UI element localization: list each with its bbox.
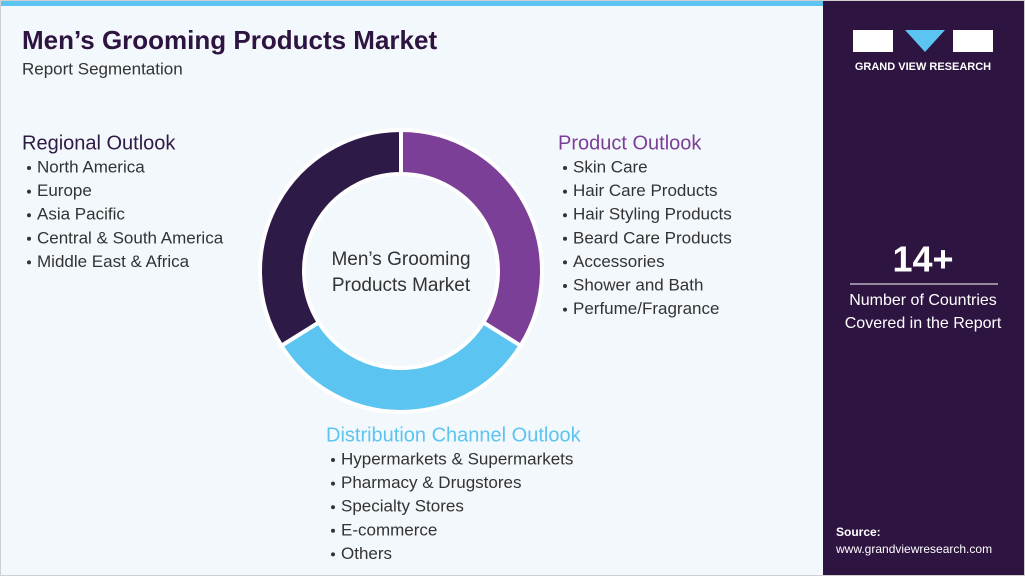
source-label: Source:: [836, 525, 881, 539]
logo-block: [853, 30, 893, 52]
segment-item: Skin Care: [573, 157, 648, 176]
segment-item: Shower and Bath: [573, 275, 703, 294]
center-label: Men’s Grooming: [331, 249, 470, 270]
title: Men’s Grooming Products Market: [22, 25, 437, 55]
donut-segment: [258, 127, 403, 349]
stat: 14+: [892, 239, 953, 280]
segment-item: E-commerce: [341, 520, 437, 539]
bullet: [563, 166, 567, 170]
segment-item: Europe: [37, 181, 92, 200]
bullet: [27, 236, 31, 241]
sidebar: [823, 0, 1025, 576]
bullet: [27, 213, 31, 218]
center-label: Products Market: [332, 275, 471, 296]
top-bar: [0, 0, 823, 6]
donut-segment: [278, 319, 524, 414]
segment-title: Distribution Channel Outlook: [326, 424, 582, 446]
donut-segment: [399, 127, 544, 349]
logo-mark: [905, 30, 945, 52]
segment-item: Others: [341, 544, 392, 563]
donut: [258, 127, 544, 414]
bullet: [563, 236, 567, 241]
logo: [853, 30, 993, 52]
segment-item: Accessories: [573, 252, 665, 271]
segment-item: Hypermarkets & Supermarkets: [341, 449, 573, 468]
bullet: [563, 189, 567, 194]
segment-title: Regional Outlook: [22, 132, 176, 154]
segment-item: Specialty Stores: [341, 497, 464, 516]
bullet: [331, 552, 335, 557]
segment-item: Pharmacy & Drugstores: [341, 473, 521, 492]
stat-label: Number of Countries: [849, 292, 997, 309]
bullet: [27, 260, 31, 265]
segment-item: Beard Care Products: [573, 228, 732, 247]
segment-item: North America: [37, 157, 145, 176]
bullet: [563, 284, 567, 288]
bullet: [331, 481, 335, 486]
bullet: [331, 505, 335, 510]
bullet: [563, 307, 567, 312]
bullet: [563, 213, 567, 218]
source-url: www.grandviewresearch.com: [835, 542, 992, 556]
segment-item: Central & South America: [37, 228, 224, 247]
segment-item: Perfume/Fragrance: [573, 299, 719, 318]
bullet: [563, 260, 567, 265]
logo-block: [953, 30, 993, 52]
segment-item: Hair Care Products: [573, 181, 718, 200]
stat-label: Covered in the Report: [845, 315, 1002, 332]
segment-item: Hair Styling Products: [573, 205, 732, 224]
bullet: [331, 458, 335, 462]
segment-title: Product Outlook: [558, 132, 702, 154]
segment-item: Middle East & Africa: [37, 252, 190, 271]
bullet: [27, 166, 31, 170]
bullet: [27, 189, 31, 194]
subtitle: Report Segmentation: [22, 59, 183, 78]
segment-item: Asia Pacific: [37, 205, 125, 224]
bullet: [331, 528, 335, 533]
brand: GRAND VIEW RESEARCH: [855, 61, 991, 73]
